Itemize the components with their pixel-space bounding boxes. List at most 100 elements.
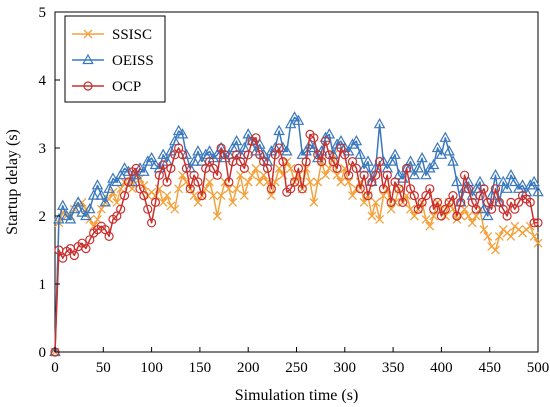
data-point-ocp bbox=[150, 197, 161, 207]
data-point-ocp bbox=[448, 191, 458, 201]
data-point-oeiss bbox=[505, 168, 517, 180]
series-ocp bbox=[50, 129, 543, 357]
legend-marker-ssisc bbox=[83, 29, 93, 39]
data-point-ssisc bbox=[251, 163, 261, 173]
legend-item-oeiss: OEISS bbox=[72, 53, 154, 69]
data-point-ocp bbox=[336, 143, 346, 153]
x-tick-label: 450 bbox=[478, 360, 501, 376]
data-point-oeiss bbox=[277, 141, 289, 153]
legend: SSISC OEISS OCP bbox=[64, 15, 166, 103]
data-point-oeiss bbox=[350, 134, 363, 146]
data-point-ocp bbox=[502, 211, 512, 221]
data-point-ocp bbox=[378, 184, 389, 194]
data-point-oeiss bbox=[196, 155, 208, 166]
data-point-ocp bbox=[475, 191, 485, 201]
data-point-ocp bbox=[154, 170, 164, 180]
data-point-oeiss bbox=[261, 155, 274, 166]
data-point-ocp bbox=[232, 150, 242, 160]
data-point-ocp bbox=[162, 177, 172, 187]
data-point-ocp bbox=[131, 163, 141, 173]
data-point-oeiss bbox=[362, 155, 374, 166]
data-point-ocp bbox=[251, 133, 261, 143]
data-point-ocp bbox=[85, 235, 95, 245]
data-point-ocp bbox=[255, 150, 265, 160]
data-point-oeiss bbox=[292, 114, 305, 125]
data-point-oeiss bbox=[327, 148, 339, 159]
data-point-ocp bbox=[467, 197, 477, 207]
data-point-ocp bbox=[514, 197, 524, 207]
data-point-oeiss bbox=[72, 196, 84, 207]
data-point-ocp bbox=[452, 211, 462, 221]
data-point-oeiss bbox=[111, 175, 123, 187]
data-point-ssisc bbox=[247, 170, 257, 180]
data-point-ocp bbox=[394, 184, 404, 194]
y-tick-label: 2 bbox=[39, 209, 47, 225]
data-point-oeiss bbox=[532, 185, 544, 197]
data-point-ocp bbox=[351, 163, 361, 173]
data-point-ocp bbox=[363, 191, 373, 201]
data-point-ocp bbox=[193, 177, 203, 187]
data-point-oeiss bbox=[130, 168, 142, 180]
data-point-ocp bbox=[440, 204, 450, 214]
data-point-ocp bbox=[490, 184, 501, 194]
data-point-ssisc bbox=[266, 191, 276, 201]
x-tick-label: 100 bbox=[140, 360, 163, 376]
legend-item-ssisc: SSISC bbox=[72, 27, 152, 43]
data-point-ocp bbox=[81, 244, 91, 254]
data-point-oeiss bbox=[169, 134, 181, 146]
data-point-oeiss bbox=[273, 124, 285, 136]
data-point-ocp bbox=[158, 160, 168, 170]
data-point-oeiss bbox=[412, 162, 424, 173]
data-point-oeiss bbox=[118, 162, 131, 173]
data-point-ocp bbox=[436, 211, 446, 221]
data-point-oeiss bbox=[126, 175, 139, 187]
data-point-ocp bbox=[498, 204, 508, 214]
data-point-oeiss bbox=[234, 148, 247, 159]
data-point-oeiss bbox=[184, 162, 197, 173]
data-point-ssisc bbox=[255, 177, 265, 187]
data-point-ssisc bbox=[162, 191, 172, 201]
data-point-ocp bbox=[216, 143, 226, 153]
data-point-ocp bbox=[479, 184, 489, 194]
data-point-oeiss bbox=[481, 209, 494, 221]
data-point-ocp bbox=[413, 204, 423, 214]
data-point-oeiss bbox=[346, 138, 359, 149]
data-point-oeiss bbox=[478, 202, 490, 214]
data-point-ocp bbox=[324, 150, 334, 160]
data-point-oeiss bbox=[141, 155, 154, 166]
data-point-ocp bbox=[69, 250, 79, 261]
data-point-ocp bbox=[181, 163, 191, 173]
data-point-ssisc bbox=[205, 177, 215, 187]
data-point-ocp bbox=[409, 191, 419, 201]
data-point-oeiss bbox=[56, 199, 69, 210]
x-tick-label: 500 bbox=[527, 360, 550, 376]
data-point-ocp bbox=[494, 197, 504, 207]
data-point-ssisc bbox=[378, 191, 388, 201]
data-point-ocp bbox=[135, 184, 145, 194]
data-point-ocp bbox=[374, 157, 385, 167]
data-point-oeiss bbox=[257, 148, 270, 159]
data-point-ssisc bbox=[96, 204, 106, 214]
data-point-ocp bbox=[174, 143, 184, 153]
data-point-ocp bbox=[123, 177, 134, 187]
data-point-ocp bbox=[204, 157, 215, 167]
data-point-oeiss bbox=[269, 141, 282, 153]
data-point-ocp bbox=[367, 177, 377, 187]
data-point-oeiss bbox=[439, 131, 452, 142]
data-point-oeiss bbox=[323, 128, 336, 139]
data-point-ocp bbox=[289, 177, 300, 187]
legend-marker-ocp bbox=[83, 81, 93, 91]
data-point-oeiss bbox=[219, 151, 231, 163]
data-point-oeiss bbox=[435, 148, 448, 159]
x-tick-label: 50 bbox=[96, 360, 111, 376]
data-point-ocp bbox=[58, 253, 68, 263]
data-point-oeiss bbox=[424, 162, 436, 173]
x-tick-label: 150 bbox=[189, 360, 212, 376]
data-point-oeiss bbox=[122, 165, 135, 176]
data-point-ocp bbox=[355, 184, 365, 194]
data-point-ocp bbox=[463, 184, 474, 194]
data-point-ocp bbox=[459, 170, 470, 180]
x-tick-label: 250 bbox=[285, 360, 308, 376]
data-point-ssisc bbox=[208, 191, 218, 201]
